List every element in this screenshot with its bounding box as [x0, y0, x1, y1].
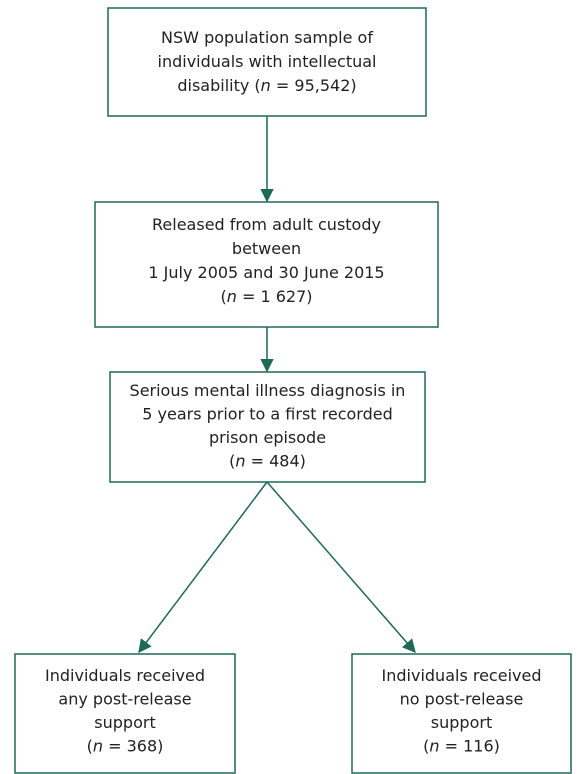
- arrow: [138, 481, 268, 654]
- box-text-line: Released from adult custody: [152, 215, 381, 234]
- text-segment: disability (: [177, 76, 260, 95]
- flow-box: [351, 653, 572, 774]
- box-text-line: disability (n = 95,542): [177, 76, 356, 95]
- box-text-line: Individuals received: [45, 666, 205, 685]
- box-text-line: support: [431, 713, 492, 732]
- text-segment: (: [87, 736, 93, 755]
- text-segment: no post-release: [400, 689, 524, 708]
- text-segment: (: [423, 736, 429, 755]
- text-segment: individuals with intellectual: [158, 52, 377, 71]
- text-segment: NSW population sample of: [161, 28, 373, 47]
- box-text-line: no post-release: [400, 689, 524, 708]
- text-segment: = 95,542): [271, 76, 357, 95]
- box-text-line: 1 July 2005 and 30 June 2015: [148, 263, 384, 282]
- arrow: [266, 481, 416, 654]
- box-text-line: NSW population sample of: [161, 28, 373, 47]
- box-text-line: (n = 1 627): [220, 287, 312, 306]
- flow-box: [14, 653, 236, 774]
- italic-symbol: n: [235, 451, 245, 470]
- text-segment: = 484): [246, 451, 306, 470]
- box-text-line: prison episode: [209, 428, 326, 447]
- text-segment: = 1 627): [237, 287, 313, 306]
- text-segment: Released from adult custody: [152, 215, 381, 234]
- text-segment: support: [431, 713, 492, 732]
- box-text-line: Serious mental illness diagnosis in: [130, 381, 406, 400]
- box-text-line: individuals with intellectual: [158, 52, 377, 71]
- flow-box: [109, 371, 426, 483]
- text-segment: support: [94, 713, 155, 732]
- box-text-line: (n = 484): [229, 451, 306, 470]
- box-text-line: Individuals received: [382, 666, 542, 685]
- text-segment: prison episode: [209, 428, 326, 447]
- text-segment: 1 July 2005 and 30 June 2015: [148, 263, 384, 282]
- text-segment: (: [220, 287, 226, 306]
- box-text-line: between: [232, 239, 301, 258]
- text-segment: Individuals received: [45, 666, 205, 685]
- text-segment: = 368): [103, 736, 163, 755]
- text-segment: 5 years prior to a first recorded: [142, 404, 393, 423]
- box-text-line: any post-release: [58, 689, 191, 708]
- italic-symbol: n: [93, 736, 103, 755]
- italic-symbol: n: [227, 287, 237, 306]
- flow-box: [94, 201, 439, 328]
- flow-box: [107, 7, 427, 117]
- box-text-line: support: [94, 713, 155, 732]
- text-segment: = 116): [440, 736, 500, 755]
- box-text-line: 5 years prior to a first recorded: [142, 404, 393, 423]
- text-segment: Individuals received: [382, 666, 542, 685]
- text-segment: any post-release: [58, 689, 191, 708]
- text-segment: Serious mental illness diagnosis in: [130, 381, 406, 400]
- text-segment: (: [229, 451, 235, 470]
- box-text-line: (n = 116): [423, 736, 500, 755]
- text-segment: between: [232, 239, 301, 258]
- italic-symbol: n: [261, 76, 271, 95]
- italic-symbol: n: [429, 736, 439, 755]
- box-text-line: (n = 368): [87, 736, 164, 755]
